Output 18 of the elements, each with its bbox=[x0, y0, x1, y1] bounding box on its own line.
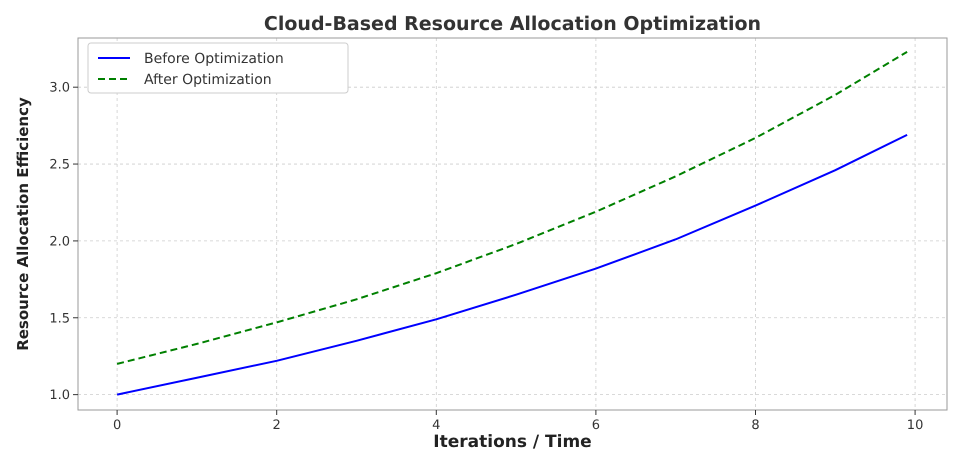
line-series bbox=[116, 134, 908, 396]
x-tick-label: 4 bbox=[432, 418, 440, 433]
y-axis-title: Resource Allocation Efficiency bbox=[14, 96, 32, 351]
x-tick-label: 8 bbox=[751, 418, 760, 433]
chart-title: Cloud-Based Resource Allocation Optimization bbox=[264, 13, 762, 35]
y-tick-label: 2.0 bbox=[49, 234, 70, 250]
legend-label: After Optimization bbox=[144, 72, 272, 88]
x-tick-label: 6 bbox=[592, 418, 600, 433]
y-tick-label: 1.0 bbox=[49, 388, 70, 404]
y-tick-label: 2.5 bbox=[49, 158, 70, 173]
x-axis-title: Iterations / Time bbox=[433, 432, 592, 452]
legend-label: Before Optimization bbox=[144, 51, 284, 67]
x-tick-label: 2 bbox=[272, 418, 281, 433]
line-series bbox=[116, 50, 908, 365]
x-tick-label: 0 bbox=[112, 418, 122, 433]
y-tick-label: 3.0 bbox=[49, 80, 70, 96]
y-tick-label: 1.5 bbox=[49, 311, 70, 326]
x-tick-label: 10 bbox=[906, 418, 924, 433]
